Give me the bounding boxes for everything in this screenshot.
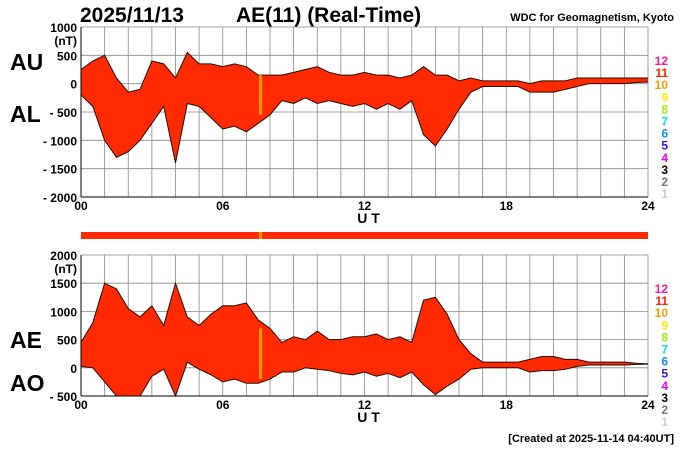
highlight-stripe <box>259 328 263 380</box>
legend-level-5: 5 <box>661 367 668 381</box>
x-tick-label: 06 <box>216 398 230 412</box>
legend-level-7: 7 <box>661 115 668 129</box>
legend-level-12: 12 <box>655 282 669 296</box>
x-axis-label: U T <box>357 409 380 425</box>
legend-level-12: 12 <box>655 54 669 68</box>
x-tick-label: 00 <box>74 398 88 412</box>
unit-label: (nT) <box>54 262 77 276</box>
x-tick-label: 06 <box>216 199 230 213</box>
legend-level-9: 9 <box>661 318 668 332</box>
unit-label: (nT) <box>54 34 77 48</box>
x-tick-label: 12 <box>358 398 372 412</box>
highlight-stripe <box>259 75 263 115</box>
y-tick-label: 0 <box>70 362 77 376</box>
y-tick-label: - 500 <box>50 390 78 404</box>
legend-level-1: 1 <box>661 415 668 429</box>
index-title: AE(11) (Real-Time) <box>236 4 421 27</box>
legend-level-4: 4 <box>661 151 668 165</box>
legend-level-7: 7 <box>661 343 668 357</box>
y-tick-label: 1000 <box>50 305 77 319</box>
series-line-au <box>80 51 648 93</box>
legend-level-3: 3 <box>661 391 668 405</box>
status-bar-highlight <box>259 232 263 239</box>
x-tick-label: 24 <box>641 199 655 213</box>
y-tick-label: 500 <box>57 49 77 63</box>
legend-level-11: 11 <box>655 66 668 80</box>
y-tick-label: - 1500 <box>43 163 77 177</box>
y-tick-label: - 1000 <box>43 134 77 148</box>
ao-label: AO <box>10 370 45 396</box>
status-bar <box>81 232 648 239</box>
legend-level-2: 2 <box>661 403 668 417</box>
legend-level-2: 2 <box>661 175 668 189</box>
legend-level-8: 8 <box>661 330 668 344</box>
legend-level-1: 1 <box>661 187 668 201</box>
x-tick-label: 24 <box>641 398 655 412</box>
y-tick-label: 2000 <box>50 249 77 263</box>
legend-level-3: 3 <box>661 163 668 177</box>
x-tick-label: 18 <box>500 199 514 213</box>
date-title: 2025/11/13 <box>80 4 184 27</box>
y-tick-label: 0 <box>70 78 77 92</box>
legend-level-9: 9 <box>661 90 668 104</box>
legend-level-6: 6 <box>661 355 668 369</box>
y-tick-label: - 500 <box>50 106 78 120</box>
x-axis-label: U T <box>357 210 380 226</box>
ae-label: AE <box>10 327 42 353</box>
al-label: AL <box>10 101 41 127</box>
y-tick-label: 1500 <box>50 277 77 291</box>
source-label: WDC for Geomagnetism, Kyoto <box>510 12 674 24</box>
created-timestamp: [Created at 2025-11-14 04:40UT] <box>508 433 674 445</box>
y-tick-label: 500 <box>57 334 77 348</box>
series-line-al <box>80 81 649 164</box>
au-label: AU <box>10 49 43 75</box>
legend-level-6: 6 <box>661 127 668 141</box>
legend-level-10: 10 <box>655 306 669 320</box>
legend-level-4: 4 <box>661 379 668 393</box>
band-fill-au-al <box>81 52 648 163</box>
x-tick-label: 12 <box>358 199 372 213</box>
series-line-ae <box>80 281 649 365</box>
legend-level-10: 10 <box>655 78 669 92</box>
legend-level-5: 5 <box>661 139 668 153</box>
x-tick-label: 00 <box>74 199 88 213</box>
y-tick-label: 1000 <box>50 21 77 35</box>
y-tick-label: - 2000 <box>43 191 77 205</box>
legend-level-11: 11 <box>655 294 668 308</box>
legend-level-8: 8 <box>661 102 668 116</box>
x-tick-label: 18 <box>500 398 514 412</box>
